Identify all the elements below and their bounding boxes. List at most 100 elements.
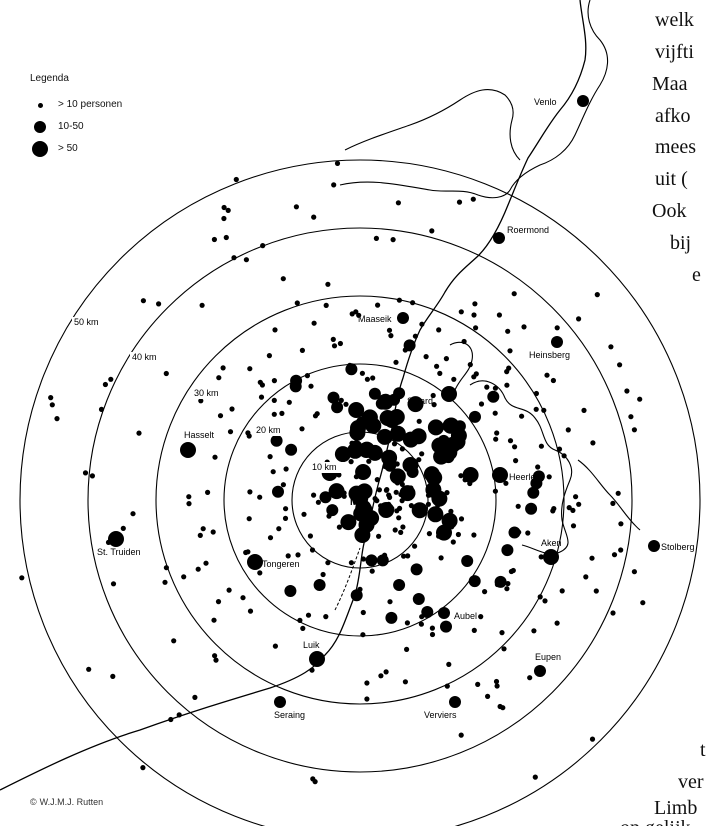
ring-label-40km: 40 km	[132, 352, 157, 362]
dot-small	[331, 182, 337, 188]
dot-small	[140, 298, 146, 304]
dot-small	[130, 511, 136, 517]
dot-small	[120, 525, 126, 532]
dot-small	[98, 406, 105, 412]
ring-label-20km: 20 km	[256, 425, 281, 435]
dot-small	[416, 457, 422, 463]
dot-small	[276, 526, 282, 532]
dot-small	[399, 498, 405, 504]
dot-small	[554, 620, 560, 626]
dot-medium	[365, 554, 378, 567]
dot-small	[323, 302, 329, 308]
dot-small	[511, 291, 517, 297]
dot-small	[299, 347, 305, 353]
place-marker-aubel	[438, 607, 450, 619]
dot-small	[374, 477, 380, 483]
place-marker-aken	[543, 549, 559, 565]
dot-small	[336, 524, 342, 530]
dot-small	[304, 373, 310, 379]
dot-small	[231, 255, 237, 261]
dot-small	[301, 511, 307, 517]
dot-small	[280, 482, 286, 488]
dot-large	[355, 464, 372, 480]
dot-small	[48, 395, 54, 401]
ring-label-30km: 30 km	[194, 388, 219, 398]
dot-small	[419, 451, 425, 457]
dot-small	[416, 418, 422, 424]
dot-small	[624, 388, 630, 394]
place-label-aken: Aken	[541, 538, 562, 548]
dot-small	[394, 480, 400, 486]
dot-small	[267, 454, 273, 460]
dot-small	[217, 413, 224, 419]
dot-medium	[327, 391, 340, 404]
dot-medium	[289, 380, 302, 393]
dot-small	[54, 416, 60, 422]
ring-label-bg	[254, 425, 288, 436]
dot-small	[279, 410, 285, 416]
place-markers: Venlo Roermond Maaseik Heinsberg Sittard Hass…	[97, 95, 695, 720]
dot-small	[233, 176, 239, 183]
ring-40km	[87, 227, 633, 773]
dot-small	[286, 399, 292, 405]
dot-small	[590, 440, 596, 446]
dot-small	[320, 571, 326, 578]
dot-small	[519, 413, 525, 419]
dot-small	[350, 403, 356, 409]
dot-large	[383, 412, 400, 428]
dot-small	[200, 526, 206, 532]
dot-small	[271, 411, 277, 417]
dot-small	[310, 776, 316, 782]
place-marker-heerlen	[492, 467, 508, 483]
dot-small	[410, 467, 416, 473]
ring-50km	[19, 159, 701, 826]
dot-small	[414, 508, 421, 514]
dot-small	[493, 678, 500, 685]
dot-small	[361, 413, 367, 419]
dot-small	[396, 297, 402, 303]
dot-small	[444, 683, 450, 689]
dot-large	[349, 424, 366, 441]
page-text-right-2: Maa	[652, 73, 688, 95]
dot-small	[536, 475, 543, 481]
dot-small	[401, 553, 407, 559]
data-dots	[19, 160, 646, 785]
dot-medium	[284, 585, 297, 597]
place-label-eupen: Eupen	[535, 652, 561, 662]
dot-small	[576, 501, 582, 507]
dot-small	[364, 680, 370, 686]
dot-small	[357, 586, 363, 593]
dot-small	[260, 243, 266, 249]
dot-small	[246, 433, 252, 439]
dot-small	[168, 716, 174, 723]
dot-small	[299, 426, 305, 432]
dot-small	[376, 533, 382, 539]
dot-small	[266, 353, 272, 359]
ring-30km	[155, 295, 565, 705]
dot-medium	[501, 544, 514, 557]
place-marker-maaseik	[397, 312, 409, 324]
dot-small	[258, 394, 265, 400]
dot-small	[240, 595, 246, 601]
dot-small	[282, 515, 289, 522]
dot-small	[431, 402, 437, 408]
dot-small	[343, 401, 349, 407]
dot-small	[334, 160, 341, 166]
dot-small	[399, 481, 405, 487]
dot-small	[403, 486, 409, 492]
dot-small	[618, 547, 624, 553]
dot-small	[297, 617, 303, 624]
dot-small	[325, 560, 331, 566]
dot-small	[211, 236, 217, 243]
dot-small	[430, 392, 436, 399]
dot-large	[426, 469, 443, 486]
dot-small	[353, 424, 359, 430]
credit-author: W.J.M.J. Rutten	[39, 797, 104, 807]
dot-medium	[527, 486, 540, 499]
dot-small	[618, 521, 624, 527]
dot-small	[225, 207, 231, 213]
dot-large-icon	[32, 141, 48, 157]
dot-small	[305, 612, 312, 618]
dot-small	[470, 196, 476, 202]
